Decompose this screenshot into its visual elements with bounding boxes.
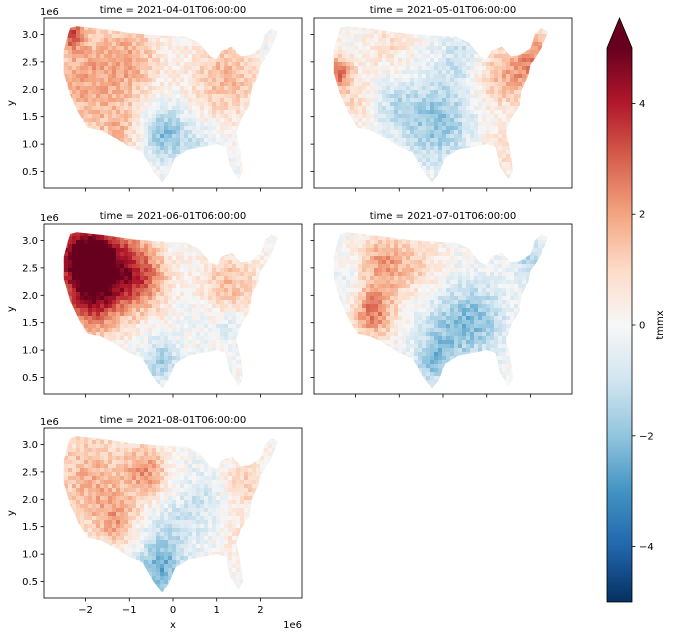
y-tick-label: 2.0 [22,495,38,506]
panel-title: time = 2021-06-01T06:00:00 [100,211,246,222]
colorbar-extend-max [607,18,632,48]
y-tick-label: 2.5 [22,263,38,274]
panel-title: time = 2021-04-01T06:00:00 [100,5,246,16]
colorbar-label: tmmx [655,310,666,339]
y-offset-label: 1e6 [40,213,59,224]
y-tick-label: 0.5 [22,167,38,178]
y-tick-label: 3.0 [22,440,38,451]
y-tick-label: 0.5 [22,373,38,384]
x-axis-label: x [170,620,176,631]
y-tick-label: 1.0 [22,550,38,561]
heatmap-panel-5: time = 2021-08-01T06:00:00 −2 −1 0 1 2 0.5 1.0 1… [6,415,303,631]
x-tick-label: −2 [78,605,93,616]
y-offset-label: 1e6 [40,7,59,18]
colorbar-tick-label: 0 [639,321,645,332]
colorbar-tick-label: 2 [639,210,645,221]
colorbar: −4 −2 0 2 4 tmmx [606,16,666,603]
x-tick-label: 0 [170,605,176,616]
x-tick-label: 1 [214,605,220,616]
y-offset-label: 1e6 [40,417,59,428]
x-tick-label: −1 [122,605,137,616]
colorbar-tick-label: −4 [639,542,654,553]
y-tick-label: 1.0 [22,140,38,151]
y-tick-label: 2.5 [22,467,38,478]
x-tick-label: 2 [257,605,263,616]
y-tick-label: 2.5 [22,57,38,68]
heatmap-cells [333,232,548,389]
panel-title: time = 2021-07-01T06:00:00 [370,211,516,222]
heatmap-cells [63,232,278,389]
heatmap-cells [63,436,278,593]
y-tick-label: 1.5 [22,112,38,123]
y-tick-label: 1.5 [22,522,38,533]
colorbar-gradient [607,48,632,602]
x-offset-label: 1e6 [283,620,302,631]
heatmap-panel-1: time = 2021-04-01T06:00:00 0.5 1.0 1.5 2.0 2.… [6,5,303,192]
y-axis-label: y [6,100,17,106]
heatmap-cells [333,26,548,183]
heatmap-panel-4: time = 2021-07-01T06:00:00 [310,211,573,398]
heatmap-panel-3: time = 2021-06-01T06:00:00 0.5 1.0 1.5 2.0 2.… [6,211,303,398]
y-tick-label: 2.0 [22,291,38,302]
y-tick-label: 1.0 [22,346,38,357]
y-tick-label: 2.0 [22,85,38,96]
y-tick-label: 3.0 [22,30,38,41]
colorbar-tick-label: 4 [639,99,645,110]
y-tick-label: 1.5 [22,318,38,329]
y-tick-label: 3.0 [22,236,38,247]
heatmap-panel-2: time = 2021-05-01T06:00:00 [310,5,573,192]
colorbar-tick-label: −2 [639,431,654,442]
y-axis-label: y [6,306,17,312]
panels-layer: time = 2021-04-01T06:00:00 0.5 1.0 1.5 2.0 2.… [6,5,573,631]
panel-title: time = 2021-05-01T06:00:00 [370,5,516,16]
heatmap-cells [63,26,278,183]
y-tick-label: 0.5 [22,577,38,588]
y-axis-label: y [6,510,17,516]
panel-title: time = 2021-08-01T06:00:00 [100,415,246,426]
